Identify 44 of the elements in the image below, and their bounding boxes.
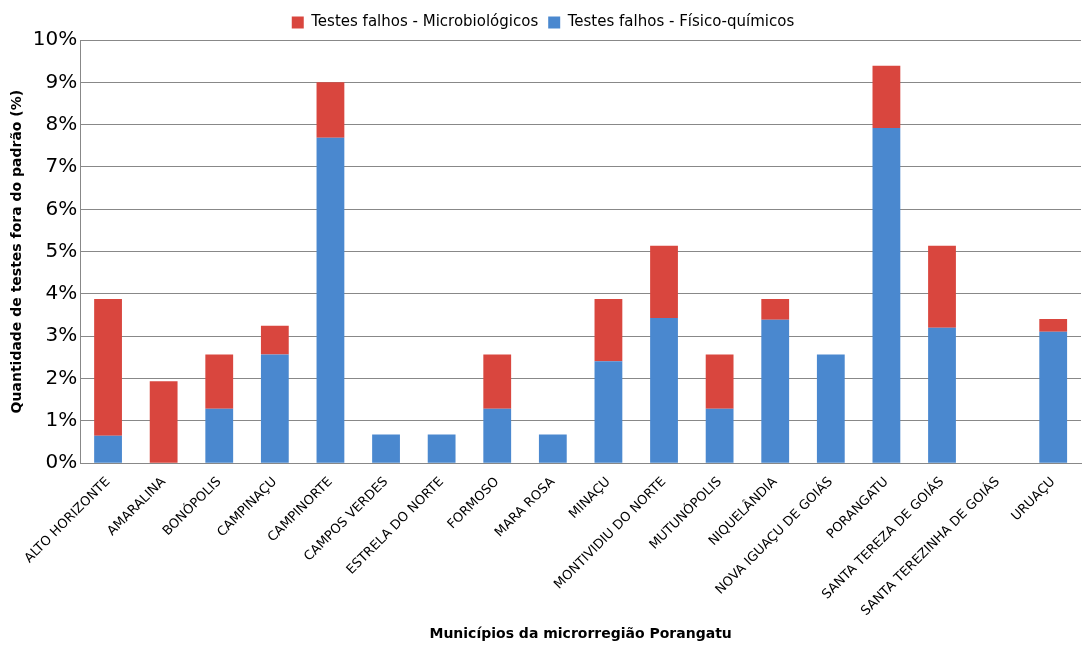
bar [705, 408, 734, 463]
bar [650, 318, 678, 463]
bar [872, 128, 901, 463]
bar [1039, 318, 1068, 332]
bar [872, 65, 901, 129]
y-tick-label: 2% [45, 364, 78, 389]
bar [761, 299, 790, 320]
y-tick-label: 10% [32, 26, 78, 51]
y-tick-label: 0% [45, 449, 78, 474]
bar [1039, 331, 1068, 463]
x-axis-title: Municípios da microrregião Porangatu [429, 625, 732, 642]
bar [538, 434, 567, 463]
legend-label: Testes falhos - Microbiológicos [310, 12, 539, 31]
bar [427, 434, 456, 463]
bar [260, 325, 289, 355]
bar [761, 319, 790, 463]
bar [372, 434, 400, 463]
bar [260, 354, 289, 463]
bar [928, 245, 956, 328]
bar [205, 354, 234, 409]
y-axis-title: Quantidade de testes fora do padrão (%) [8, 89, 25, 414]
y-tick-label: 5% [45, 237, 78, 262]
bar [594, 299, 623, 362]
y-tick-label: 3% [45, 322, 78, 347]
bar [205, 408, 234, 463]
bar [594, 361, 623, 463]
y-tick-label: 4% [45, 280, 78, 305]
legend-label: Testes falhos - Físico-químicos [566, 12, 795, 31]
bar [94, 299, 122, 436]
bar [316, 137, 345, 463]
y-tick-label: 1% [45, 407, 78, 432]
bar [483, 354, 512, 409]
bar [816, 354, 845, 463]
y-tick-label: 6% [45, 195, 78, 220]
y-tick-label: 8% [45, 110, 78, 135]
bar [650, 245, 678, 319]
y-tick-label: 9% [45, 68, 78, 93]
bar [928, 327, 956, 463]
bar [316, 82, 345, 138]
bar [483, 408, 512, 463]
bar [149, 381, 178, 463]
bar [94, 435, 122, 463]
bar [705, 354, 734, 409]
y-tick-label: 7% [45, 153, 78, 178]
